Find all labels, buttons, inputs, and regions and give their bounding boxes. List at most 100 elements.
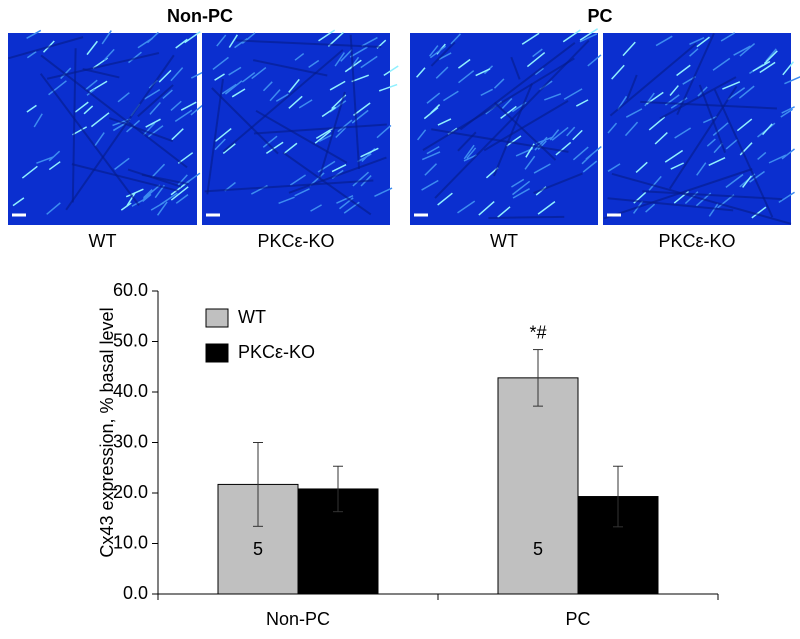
texture-streak [644,92,655,107]
dark-fiber [626,74,638,101]
texture-streak [128,51,142,64]
texture-streak [21,165,38,179]
texture-streak [212,56,229,71]
dark-fiber [493,83,533,177]
texture-streak [645,203,656,213]
texture-streak [437,192,453,206]
texture-streak [466,147,477,159]
texture-streak [654,132,668,145]
texture-streak [669,85,679,96]
texture-streak [46,202,61,215]
dark-fiber [642,190,783,201]
texture-streak [670,162,685,170]
texture-streak [180,101,197,111]
texture-streak [262,81,273,92]
error-bar [333,465,343,513]
texture-streak [158,69,172,83]
texture-streak [241,71,256,83]
texture-streak [624,121,639,137]
texture-streak [585,146,602,160]
texture-streak [298,99,313,109]
legend-label: PKCε-KO [238,342,315,362]
dark-fiber [640,100,777,110]
texture-streak [759,61,776,74]
texture-streak [648,175,662,191]
texture-streak [184,31,201,44]
dark-fiber [82,68,120,79]
texture-streak [351,109,369,124]
texture-streak [768,154,787,164]
texture-streak [579,28,599,41]
n-label: 5 [533,539,543,559]
texture-streak [145,118,161,128]
texture-streak [478,201,495,216]
dark-fiber [698,84,726,153]
panel-label: WT [89,231,117,251]
texture-streak [674,127,692,139]
texture-streak [738,85,755,99]
texture-streak [702,115,718,124]
texture-streak [739,142,753,156]
texture-streak [416,129,427,141]
texture-streak [26,51,37,59]
texture-streak [143,189,153,199]
texture-streak [416,67,426,78]
texture-streak [294,188,310,197]
dark-fiber [7,36,84,60]
texture-streak [493,78,505,89]
texture-streak [511,178,525,188]
texture-streak [544,93,562,101]
texture-streak [126,192,136,207]
texture-streak [361,36,378,47]
texture-streak [534,136,548,151]
texture-streak [611,64,625,80]
texture-streak [310,204,322,212]
significance-mark: *# [529,322,546,342]
texture-streak [340,49,353,62]
texture-streak [437,118,452,126]
y-tick-label: 50.0 [113,330,148,350]
texture-streak [551,126,569,141]
texture-streak [269,89,281,102]
texture-streak [582,160,598,173]
texture-streak [142,193,152,203]
bar [497,377,579,595]
texture-streak [501,97,513,109]
dark-fiber [609,42,697,117]
texture-streak [463,144,475,160]
texture-streak [214,127,232,142]
texture-streak [360,147,379,158]
dark-fiber [71,48,77,203]
texture-streak [655,35,673,47]
texture-streak [524,155,536,170]
bar [577,496,659,595]
texture-streak [156,201,168,216]
dark-fiber [255,109,348,164]
dark-fiber [71,163,179,192]
texture-streak [566,126,576,137]
texture-streak [48,150,61,162]
texture-streak [562,29,581,43]
texture-streak [318,29,336,42]
texture-streak [727,87,746,101]
dark-fiber [206,78,224,195]
error-bar [533,349,543,407]
texture-streak [251,66,267,80]
texture-streak [275,93,289,102]
texture-streak [500,105,517,119]
texture-streak [725,138,738,150]
texture-streak [475,68,491,77]
texture-streak [131,198,146,207]
texture-streak [696,36,710,48]
texture-streak [521,32,540,45]
texture-streak [184,172,201,185]
texture-streak [532,48,543,58]
texture-streak [117,92,130,103]
texture-streak [26,29,42,39]
texture-streak [278,196,295,204]
error-bar [613,465,623,528]
texture-streak [457,58,471,69]
dark-fiber [713,89,774,218]
texture-streak [357,153,372,163]
